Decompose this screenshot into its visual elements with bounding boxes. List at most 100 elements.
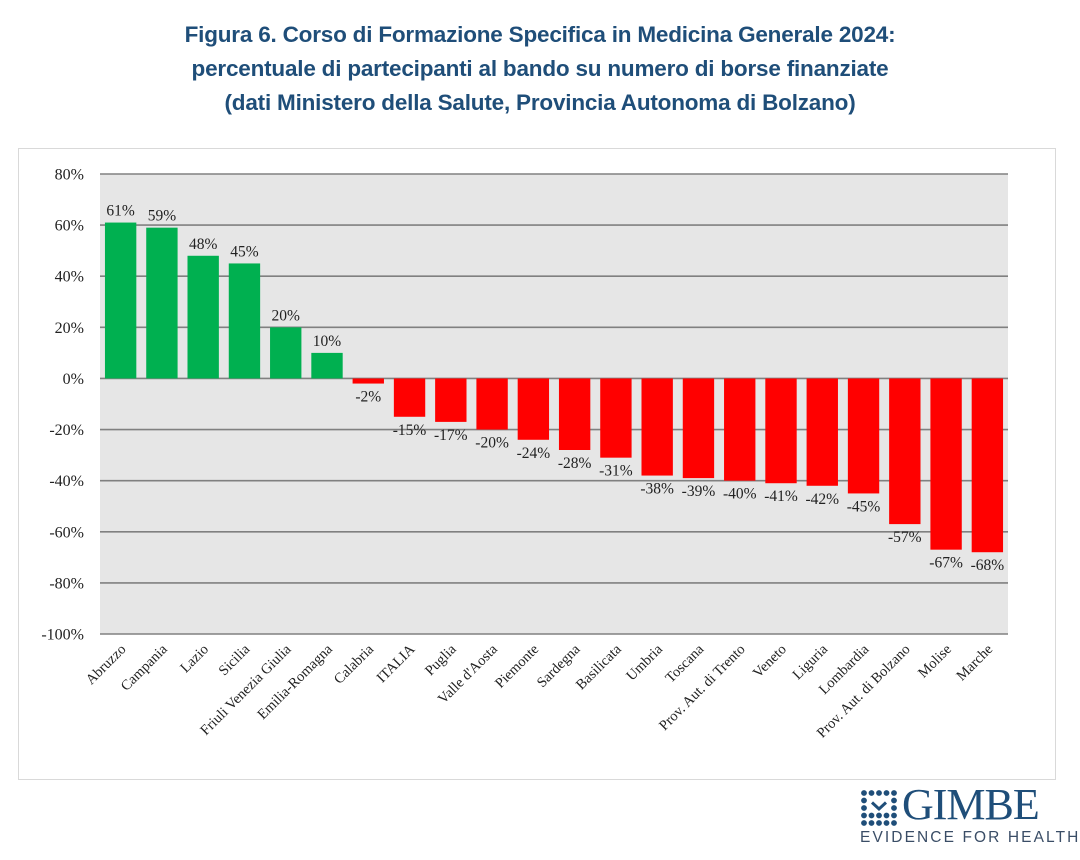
x-tick-label: ITALIA [374,641,419,686]
logo-dot [876,790,882,796]
grid-checkmark-icon [861,790,897,826]
gimbe-logo: GIMBE EVIDENCE FOR HEALTH [858,781,1078,852]
data-label: -20% [475,435,509,452]
data-label: -41% [764,488,798,505]
data-label: 59% [148,208,177,225]
logo-dot [891,805,897,811]
y-tick-label: -80% [49,575,84,592]
y-tick-label: 40% [55,269,84,286]
logo-dot [861,820,867,826]
logo-dot [861,790,867,796]
y-tick-label: 20% [55,320,84,337]
data-label: -15% [393,422,427,439]
x-tick-label: Campania [118,641,171,694]
data-label: -45% [847,498,881,515]
y-tick-label: -20% [49,422,84,439]
logo-dot [891,820,897,826]
x-tick-label: Veneto [750,642,790,682]
logo-dot [883,812,890,819]
logo-dot [861,797,867,804]
y-tick-label: 60% [55,218,84,235]
data-label: -57% [888,529,922,546]
bar-piemonte [517,378,550,440]
y-tick-label: -100% [41,627,84,644]
bar-italia [393,378,426,417]
logo-dot [868,820,875,826]
data-label: -17% [434,427,468,444]
bar-lazio [187,255,219,379]
data-label: 45% [230,243,259,260]
data-label: 20% [272,307,301,324]
bar-campania [146,227,178,379]
logo-dot [861,805,867,811]
x-tick-label: Lazio [177,642,212,677]
data-label: 48% [189,236,218,253]
bar-basilicata [600,378,632,458]
bar-friuli-venezia-giulia [270,327,302,379]
logo-dot [876,820,882,826]
data-label: -31% [599,463,633,480]
x-tick-label: Sicilia [216,641,254,679]
x-tick-label: Calabria [331,641,377,687]
bar-prov-aut-di-trento [724,378,756,481]
data-label: -28% [558,455,592,472]
data-label: -67% [929,555,963,572]
y-tick-label: -60% [49,524,84,541]
x-tick-label: Emilia-Romagna [254,641,336,723]
logo-dot [861,812,867,819]
bar-prov-aut-di-bolzano [889,378,921,525]
chart-title: Figura 6. Corso di Formazione Specifica … [0,18,1080,120]
y-tick-label: 80% [55,167,84,184]
bar-emilia-romagna [311,352,343,379]
logo-dot [891,797,897,804]
checkmark-icon [870,801,888,812]
data-label: -40% [723,486,757,503]
logo-dot [883,820,890,826]
x-tick-label: Basilicata [573,641,625,693]
x-tick-label: Molise [915,642,955,682]
title-line-2: percentuale di partecipanti al bando su … [191,56,889,81]
title-line-1: Figura 6. Corso di Formazione Specifica … [184,22,896,47]
data-label: -38% [640,481,674,498]
logo-dot [891,790,897,796]
data-label: 10% [313,333,342,350]
logo-wordmark: GIMBE [902,780,1040,829]
data-label: -68% [971,557,1005,574]
title-line-3: (dati Ministero della Salute, Provincia … [224,90,856,115]
bar-umbria [641,378,673,476]
x-tick-label: Marche [954,642,997,685]
logo-dot [891,812,897,819]
y-tick-label: 0% [63,371,84,388]
bar-puglia [435,378,467,422]
logo-tagline: EVIDENCE FOR HEALTH [860,829,1080,846]
data-label: -42% [805,491,839,508]
bar-veneto [765,378,797,484]
data-label: -2% [355,389,381,406]
data-label: 61% [106,203,135,220]
logo-dot [868,812,875,819]
data-label: -24% [517,445,551,462]
logo-dot [883,790,890,796]
x-tick-label: Umbria [623,641,666,684]
logo-dot [868,790,875,796]
data-label: -39% [682,483,716,500]
x-tick-label: Piemonte [492,642,542,692]
bar-liguria [806,378,838,486]
data-labels: 61% 59% 48% 45% 20% 10% -2% -15% -17% -20% -24% -28… [106,203,1004,575]
logo-dot [876,812,882,819]
bar-sardegna [558,378,591,450]
bar-lombardia [847,378,880,494]
bar-calabria [352,378,384,384]
bar-sicilia [228,263,261,379]
bar-toscana [682,378,715,479]
x-tick-label: Puglia [422,641,460,679]
y-tick-label: -40% [49,473,84,490]
bars [104,222,1004,553]
bar-molise [930,378,962,550]
bar-marche [971,378,1004,553]
bar-abruzzo [104,222,137,379]
y-axis-ticks: 80% 60% 40% 20% 0% -20% -40% -60% -80% -100% [41,167,84,644]
bar-valle-d-aosta [476,378,508,430]
